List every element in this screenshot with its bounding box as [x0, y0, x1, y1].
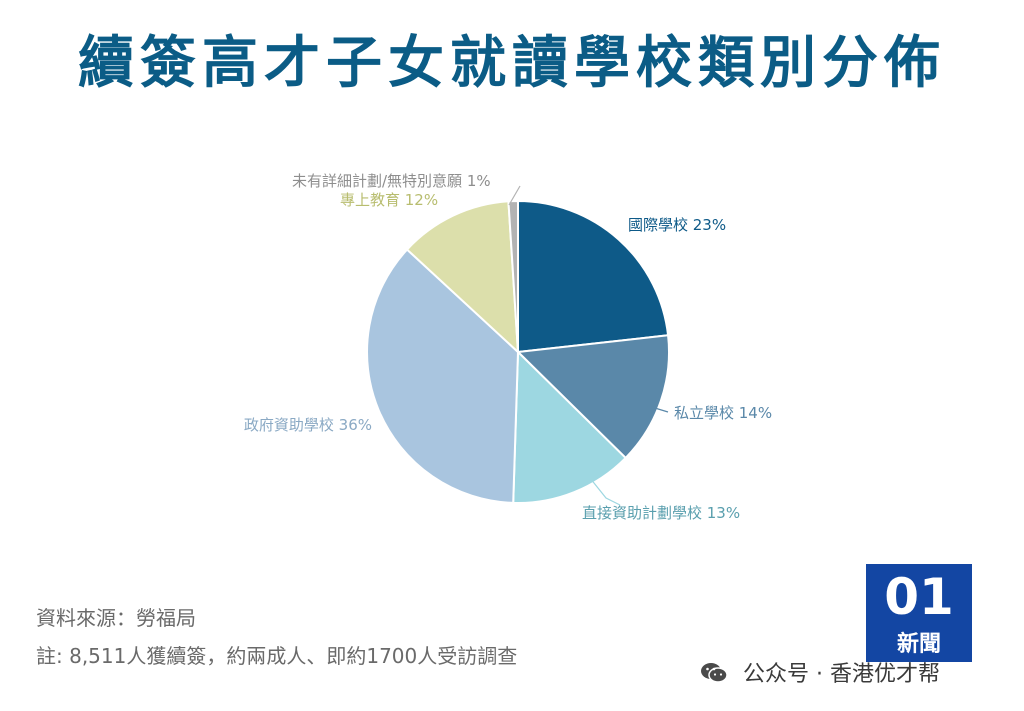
- leader-line: [508, 185, 521, 206]
- pie-slice: [517, 199, 670, 354]
- pie-slice: [366, 248, 520, 504]
- footnote: 註: 8,511人獲續簽，約兩成人、即約1700人受訪調查: [36, 644, 518, 668]
- chart-title: 續簽高才子女就讀學校類別分佈: [78, 31, 946, 96]
- hk01-logo: 01 新聞: [866, 564, 972, 662]
- logo-mark: 01: [884, 568, 954, 626]
- account-watermark: 公众号 · 香港优才帮: [700, 656, 940, 688]
- pie-slice: [405, 200, 520, 355]
- slice-label: 直接資助計劃學校 13%: [582, 504, 740, 522]
- source-note: 資料來源：勞福局: [36, 606, 196, 630]
- pie-slices: [366, 199, 670, 504]
- leader-line: [644, 404, 669, 413]
- leader-line: [589, 477, 621, 506]
- label-leaders: [508, 185, 669, 506]
- slice-label: 政府資助學校 36%: [244, 416, 372, 434]
- wechat-icon: [701, 663, 728, 683]
- slice-label: 未有詳細計劃/無特別意願 1%: [292, 172, 491, 190]
- slice-label: 專上教育 12%: [340, 191, 438, 209]
- pie-slice: [515, 334, 670, 460]
- slice-labels: 國際學校 23% 私立學校 14% 直接資助計劃學校 13% 政府資助學校 36% 專上…: [244, 172, 772, 522]
- slice-label: 私立學校 14%: [674, 404, 772, 422]
- logo-text: 新聞: [896, 632, 941, 657]
- pie-slice: [507, 199, 519, 353]
- watermark-text: 公众号 · 香港优才帮: [743, 662, 940, 687]
- pie-slice: [512, 349, 628, 504]
- slice-label: 國際學校 23%: [628, 216, 726, 234]
